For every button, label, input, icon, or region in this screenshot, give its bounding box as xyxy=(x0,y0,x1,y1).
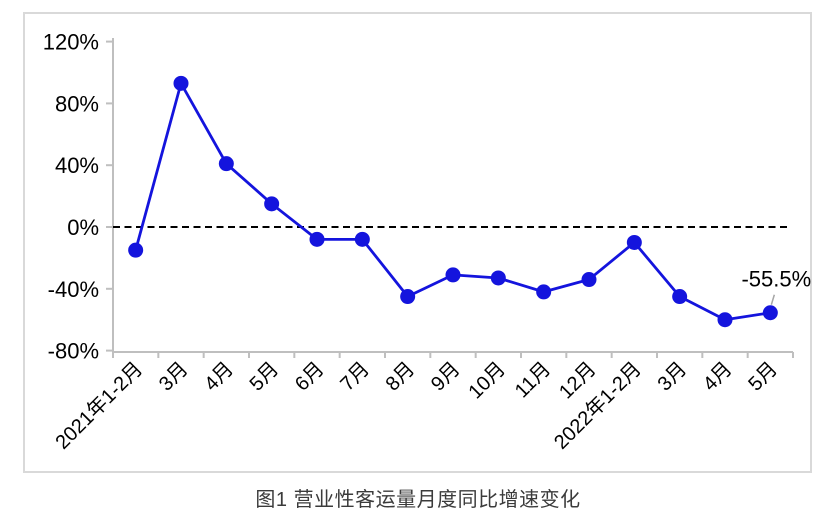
x-tick-label: 3月 xyxy=(654,358,692,396)
x-tick-label: 4月 xyxy=(699,358,737,396)
data-point-2 xyxy=(218,156,234,172)
data-point-0 xyxy=(128,242,144,258)
x-tick-label: 6月 xyxy=(291,358,329,396)
data-point-1 xyxy=(173,75,189,91)
data-point-11 xyxy=(626,234,642,250)
data-point-12 xyxy=(672,289,688,305)
x-tick-label: 5月 xyxy=(246,358,284,396)
y-tick-label: -80% xyxy=(48,339,99,364)
x-tick-label: 5月 xyxy=(744,358,782,396)
y-tick-label: 0% xyxy=(67,215,99,240)
figure-caption: 图1 营业性客运量月度同比增速变化 xyxy=(255,489,581,511)
annotation-leader-line xyxy=(770,294,776,305)
x-tick-label: 10月 xyxy=(464,358,509,403)
data-point-10 xyxy=(581,272,597,288)
data-point-4 xyxy=(309,231,325,247)
data-point-13 xyxy=(717,312,733,328)
y-tick-label: 80% xyxy=(55,91,99,116)
x-tick-label: 3月 xyxy=(155,358,193,396)
data-point-9 xyxy=(536,284,552,300)
y-tick-label: 120% xyxy=(43,30,99,55)
data-point-6 xyxy=(400,289,416,305)
y-tick-label: 40% xyxy=(55,153,99,178)
data-point-7 xyxy=(445,267,461,283)
data-point-8 xyxy=(490,270,506,286)
series-line xyxy=(134,81,771,322)
chart-frame xyxy=(23,12,812,473)
y-tick-label: -40% xyxy=(48,277,99,302)
data-point-5 xyxy=(354,231,370,247)
x-tick-label: 8月 xyxy=(382,358,420,396)
x-tick-label: 2021年1-2月 xyxy=(51,357,147,453)
x-tick-label: 4月 xyxy=(200,358,238,396)
x-tick-label: 7月 xyxy=(336,358,374,396)
x-tick-label: 9月 xyxy=(427,358,465,396)
x-tick-label: 11月 xyxy=(511,358,555,402)
line-chart: 120%80%40%0%-40%-80%2021年1-2月 3月 4月 5月 6月 7月 8… xyxy=(43,30,811,454)
data-point-14 xyxy=(762,305,778,321)
data-label-annotation: -55.5% xyxy=(741,267,811,292)
data-point-3 xyxy=(264,196,280,212)
